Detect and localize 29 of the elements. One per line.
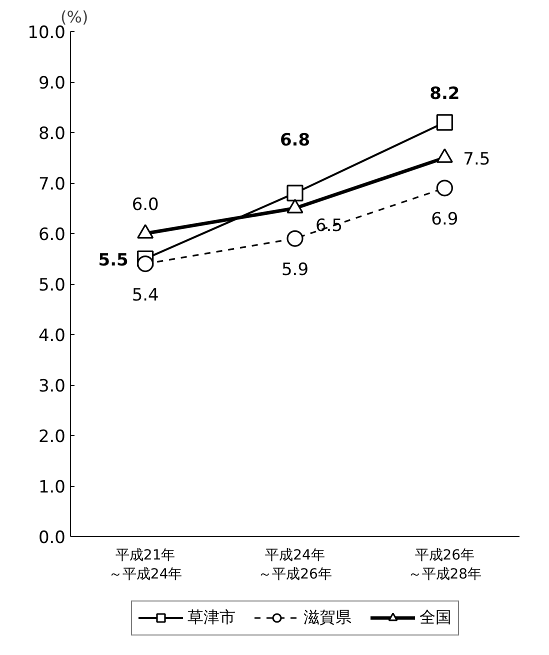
- y-tick-label: 6.0: [38, 225, 66, 245]
- y-tick-label: 9.0: [38, 74, 66, 94]
- data-label: 6.9: [431, 210, 458, 230]
- data-label: 5.9: [281, 260, 309, 280]
- point: [286, 230, 304, 247]
- legend-label: 滋賀県: [304, 607, 352, 628]
- data-label: 8.2: [430, 84, 460, 104]
- data-label: 5.5: [98, 250, 128, 270]
- legend-label: 草津市: [188, 607, 236, 628]
- data-label: 6.8: [280, 130, 310, 151]
- data-label: 7.5: [463, 149, 490, 170]
- y-tick-label: 0.0: [38, 528, 66, 548]
- data-label: 6.0: [132, 195, 159, 215]
- point: [436, 180, 453, 196]
- x-tick-label: 平成21年～平成24年: [108, 548, 182, 583]
- y-tick-label: 5.0: [38, 276, 66, 296]
- data-label: 5.4: [132, 285, 159, 306]
- point: [436, 114, 453, 131]
- legend-label: 全国: [420, 607, 452, 628]
- y-tick-label: 8.0: [38, 124, 66, 144]
- y-tick-label: 7.0: [38, 174, 66, 194]
- point: [286, 184, 304, 202]
- y-tick-label: 4.0: [38, 326, 66, 346]
- y-tick-label: 2.0: [38, 427, 66, 447]
- x-tick-label: 平成24年～平成26年: [258, 548, 332, 583]
- x-tick-label: 平成26年～平成28年: [408, 548, 482, 583]
- y-tick-label: 3.0: [38, 376, 66, 396]
- y-tick-label: 1.0: [38, 478, 66, 498]
- point: [137, 256, 154, 272]
